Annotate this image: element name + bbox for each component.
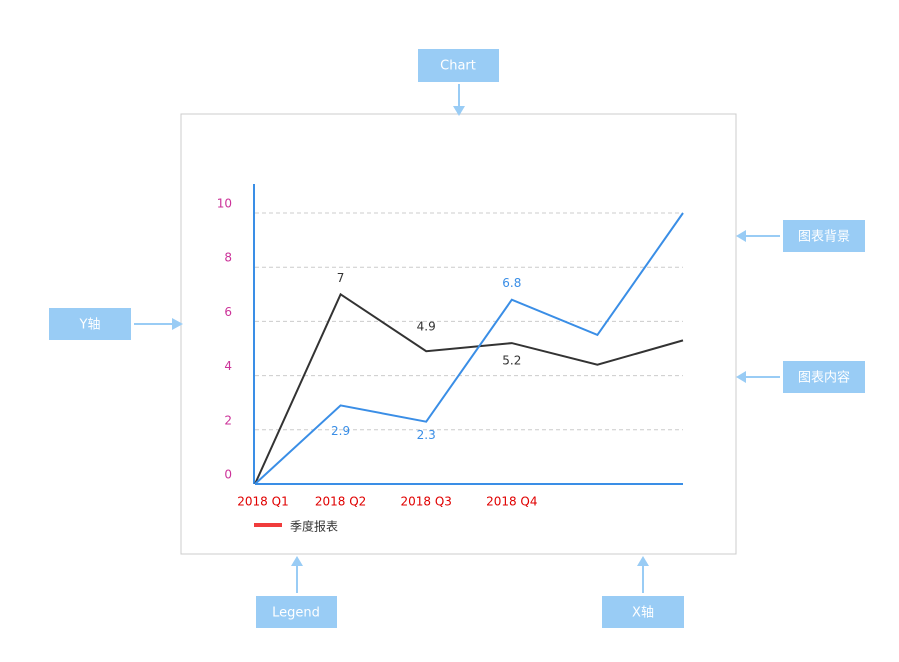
chart-content: 0 2 4 6 8 10 2018 Q1 2018 Q2 2018 Q3 2018 Q4 7 4.9 5… [217,184,684,534]
series-line [254,212,684,485]
series-line [254,292,684,485]
x-tick-label: 2018 Q4 [486,495,537,509]
callout-box [49,308,131,340]
y-tick-label: 4 [224,359,232,373]
chart-frame [180,113,737,555]
y-tick-label: 6 [224,305,232,319]
data-label: 2.9 [331,424,350,438]
arrow-head [736,371,746,383]
callout-box [783,361,865,393]
arrow-head [453,106,465,116]
arrow-head [291,556,303,566]
data-label: 2.3 [417,428,436,442]
data-label: 4.9 [417,320,436,334]
callouts: Chart 图表背景 Y轴 图表内容 Legend X轴 [49,49,865,628]
x-tick-label: 2018 Q2 [315,495,366,509]
callout-label: Chart [440,59,476,74]
data-label: 6.8 [502,276,521,290]
callout-label: 图表内容 [798,370,850,386]
arrow-head [736,230,746,242]
y-tick-label: 8 [224,251,232,265]
y-tick-label: 2 [224,413,232,427]
callout-box [602,596,684,628]
callout-box [418,49,499,82]
x-tick-label: 2018 Q3 [400,495,451,509]
callout-label: Y轴 [79,318,101,333]
callout-box [783,220,865,252]
y-tick-label: 10 [217,197,232,211]
x-tick-label: 2018 Q1 [237,495,288,509]
callout-label: Legend [272,606,320,621]
legend-label: 季度报表 [290,519,338,534]
arrow-head [637,556,649,566]
arrow-head [172,318,183,330]
callout-box [256,596,337,628]
callout-label: 图表背景 [798,230,850,245]
callout-label: X轴 [632,606,654,621]
y-tick-label: 0 [224,468,232,482]
data-label: 7 [337,271,345,285]
data-label: 5.2 [502,354,521,368]
